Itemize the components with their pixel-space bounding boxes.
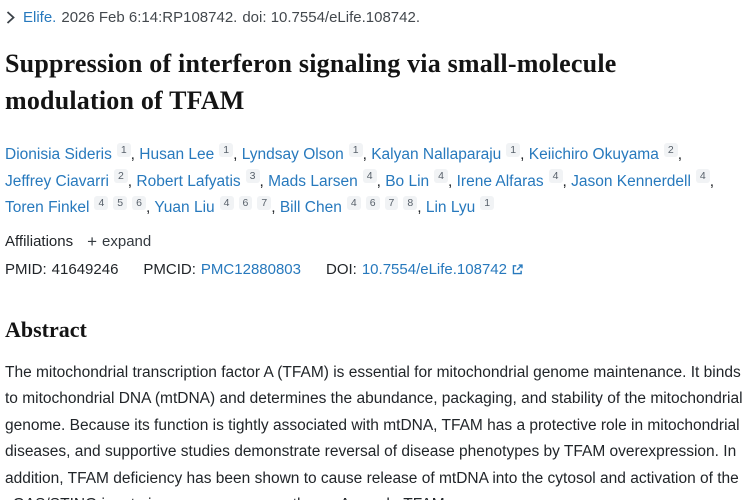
affiliation-number-badge[interactable]: 4 [219,195,234,210]
affiliation-number-badge[interactable]: 5 [113,195,128,210]
affiliation-number-badge[interactable]: 4 [346,195,361,210]
doi-link[interactable]: 10.7554/eLife.108742 [361,260,507,278]
author-link[interactable]: Dionisia Sideris [5,146,112,163]
author: Jason Kennerdell 4, [571,169,715,190]
affiliation-number-badge[interactable]: 1 [506,142,521,157]
affiliation-number-badge[interactable]: 8 [403,195,418,210]
author-link[interactable]: Irene Alfaras [456,172,544,190]
author-separator: , [376,172,386,190]
author-link[interactable]: Keiichiro Okuyama [528,146,659,163]
plus-icon: + [87,231,98,251]
journal-link[interactable]: Elife. [23,9,57,26]
author: Irene Alfaras 4, [456,169,572,190]
author-separator: , [130,146,140,163]
author-separator: , [448,172,457,190]
author: Toren Finkel 4 5 6, [5,195,155,216]
author-separator: , [562,172,572,190]
chevron-right-icon[interactable] [5,10,16,25]
author-link[interactable]: Husan Lee [139,146,215,163]
affiliation-number-badge[interactable]: 4 [434,169,448,184]
pmcid-label: PMCID: [143,260,196,278]
author: Jeffrey Ciavarri 2, [5,169,137,190]
author: Dionisia Sideris 1, [5,142,140,163]
author-separator: , [271,199,280,216]
author-list: Dionisia Sideris 1, Husan Lee 1, Lyndsay O… [5,142,715,222]
author-link[interactable]: Lin Lyu [425,199,476,216]
author-link[interactable]: Jason Kennerdell [571,172,691,190]
external-link-icon[interactable] [511,263,524,276]
doi-item: DOI: 10.7554/eLife.108742 [326,261,524,278]
affiliation-number-badge[interactable]: 1 [219,142,234,157]
affiliation-number-badge[interactable]: 4 [548,169,563,184]
author-link[interactable]: Toren Finkel [5,199,90,216]
author-link[interactable]: Robert Lafyatis [136,172,241,190]
affiliation-number-badge[interactable]: 4 [362,169,377,184]
affiliations-label: Affiliations [5,232,74,250]
author-separator: , [417,199,426,216]
citation-text: 2026 Feb 6:14:RP108742. [61,9,238,26]
abstract-heading: Abstract [5,316,87,342]
affiliation-number-badge[interactable]: 7 [384,195,399,210]
affiliation-number-badge[interactable]: 1 [116,142,131,157]
author: Robert Lafyatis 3, [136,169,269,190]
author: Bo Lin 4, [385,169,457,190]
affiliation-number-badge[interactable]: 3 [245,169,260,184]
author-link[interactable]: Mads Larsen [268,172,358,190]
author-separator: , [233,146,242,163]
author-link[interactable]: Bill Chen [279,199,342,216]
author: Mads Larsen 4, [268,169,386,190]
affiliation-number-badge[interactable]: 2 [113,169,128,184]
doi-label: DOI: [326,260,357,278]
author: Bill Chen 4 6 7 8, [279,195,426,216]
affiliation-number-badge[interactable]: 7 [257,195,272,210]
author-separator: , [145,199,155,216]
author-separator: , [520,146,529,163]
author-link[interactable]: Jeffrey Ciavarri [5,172,109,190]
pmid-value: 41649246 [51,260,119,278]
author-link[interactable]: Kalyan Nallaparaju [371,146,502,163]
author: Lyndsay Olson 1, [241,142,372,163]
author-separator: , [677,146,682,163]
expand-label: expand [102,232,152,250]
author: Yuan Liu 4 6 7, [154,195,280,216]
affiliation-number-badge[interactable]: 1 [348,142,363,157]
citation-doi-text: doi: 10.7554/eLife.108742. [242,9,420,26]
author-separator: , [127,172,137,190]
pmid-item: PMID: 41649246 [5,261,118,278]
affiliation-number-badge[interactable]: 2 [663,142,678,157]
affiliation-number-badge[interactable]: 4 [695,169,710,184]
author-separator: , [362,146,372,163]
author-separator: , [259,172,269,190]
author: Husan Lee 1, [139,142,242,163]
affiliation-number-badge[interactable]: 6 [238,195,253,210]
journal-citation: Elife. 2026 Feb 6:14:RP108742. doi: 10.7… [5,9,744,26]
author-separator: , [709,172,715,190]
identifiers-row: PMID: 41649246 PMCID: PMC12880803 DOI: 1… [5,261,744,278]
affiliations-expand-button[interactable]: + expand [87,233,151,250]
author-link[interactable]: Lyndsay Olson [241,146,344,163]
author-link[interactable]: Bo Lin [385,172,430,190]
abstract-text: The mitochondrial transcription factor A… [5,363,743,500]
affiliation-number-badge[interactable]: 6 [132,195,146,210]
pmcid-link[interactable]: PMC12880803 [200,260,301,278]
affiliation-number-badge[interactable]: 1 [480,195,495,210]
author-link[interactable]: Yuan Liu [154,199,215,216]
author: Keiichiro Okuyama 2, [528,142,682,163]
pmcid-item: PMCID: PMC12880803 [143,261,301,278]
author: Lin Lyu 1 [425,195,495,216]
article-title: Suppression of interferon signaling via … [5,49,617,115]
affiliation-number-badge[interactable]: 6 [365,195,380,210]
affiliations-row: Affiliations + expand [5,233,744,250]
affiliation-number-badge[interactable]: 4 [94,195,109,210]
author: Kalyan Nallaparaju 1, [371,142,529,163]
pmid-label: PMID: [5,260,47,278]
